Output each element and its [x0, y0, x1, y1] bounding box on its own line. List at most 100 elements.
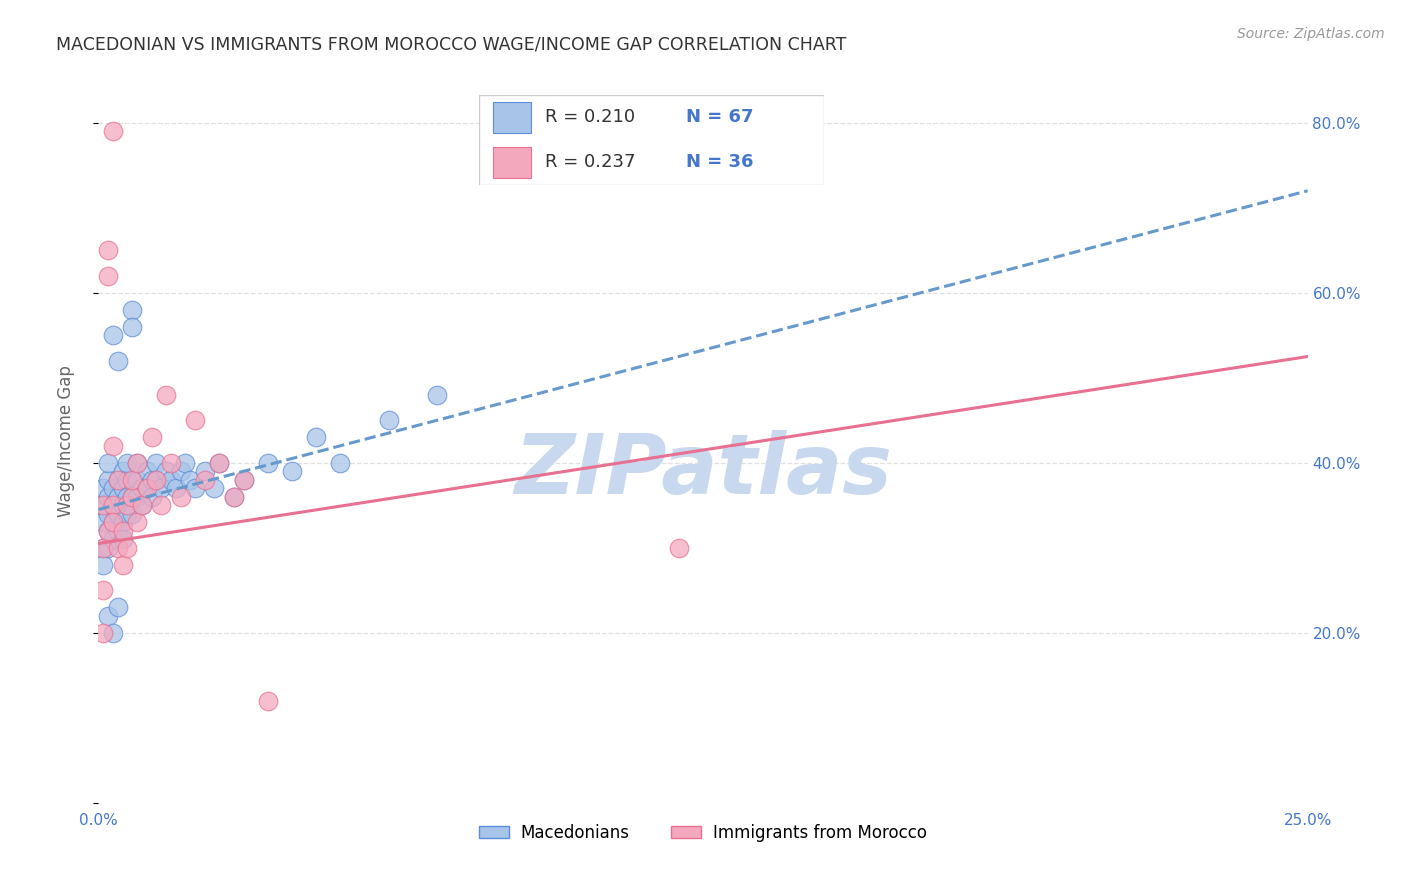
Point	[117, 490, 139, 504]
Point	[208, 456, 231, 470]
Point	[101, 328, 124, 343]
Point	[111, 533, 134, 547]
Point	[107, 473, 129, 487]
Point	[141, 490, 163, 504]
Point	[97, 244, 120, 258]
Point	[121, 302, 143, 317]
Point	[127, 456, 149, 470]
Point	[204, 481, 226, 495]
Point	[145, 473, 167, 487]
Point	[91, 558, 114, 572]
Point	[101, 498, 124, 512]
Point	[256, 456, 278, 470]
Point	[222, 490, 245, 504]
Point	[179, 473, 201, 487]
Point	[127, 490, 149, 504]
Point	[127, 473, 149, 487]
Text: MACEDONIAN VS IMMIGRANTS FROM MOROCCO WAGE/INCOME GAP CORRELATION CHART: MACEDONIAN VS IMMIGRANTS FROM MOROCCO WA…	[56, 36, 846, 54]
Point	[145, 473, 167, 487]
Point	[169, 490, 191, 504]
Point	[91, 516, 114, 530]
Point	[222, 490, 245, 504]
Point	[305, 430, 328, 444]
Point	[101, 516, 124, 530]
Point	[184, 481, 207, 495]
Point	[107, 473, 129, 487]
Point	[135, 464, 157, 478]
Y-axis label: Wage/Income Gap: Wage/Income Gap	[56, 366, 75, 517]
Point	[121, 319, 143, 334]
Point	[101, 481, 124, 495]
Point	[121, 490, 143, 504]
Point	[111, 481, 134, 495]
Text: ZIPatlas: ZIPatlas	[515, 430, 891, 511]
Point	[377, 413, 399, 427]
Point	[155, 464, 177, 478]
Point	[101, 533, 124, 547]
Point	[169, 464, 191, 478]
Point	[111, 558, 134, 572]
Point	[97, 456, 120, 470]
Point	[135, 481, 157, 495]
Point	[232, 473, 254, 487]
Point	[150, 481, 173, 495]
Point	[107, 600, 129, 615]
Point	[232, 473, 254, 487]
Point	[107, 524, 129, 538]
Point	[141, 473, 163, 487]
Point	[91, 498, 114, 512]
Point	[97, 608, 120, 623]
Point	[131, 481, 153, 495]
Point	[194, 464, 217, 478]
Point	[91, 625, 114, 640]
Point	[135, 481, 157, 495]
Point	[97, 524, 120, 538]
Point	[141, 430, 163, 444]
Point	[101, 498, 124, 512]
Point	[668, 541, 690, 555]
Point	[97, 490, 120, 504]
Point	[111, 524, 134, 538]
Point	[174, 456, 197, 470]
Point	[160, 473, 183, 487]
Point	[97, 541, 120, 555]
Point	[117, 541, 139, 555]
Point	[91, 583, 114, 598]
Point	[329, 456, 352, 470]
Point	[91, 541, 114, 555]
Text: Source: ZipAtlas.com: Source: ZipAtlas.com	[1237, 27, 1385, 41]
Point	[107, 507, 129, 521]
Point	[208, 456, 231, 470]
Point	[101, 439, 124, 453]
Point	[101, 124, 124, 138]
Point	[101, 516, 124, 530]
Point	[121, 490, 143, 504]
Point	[117, 507, 139, 521]
Point	[107, 353, 129, 368]
Point	[194, 473, 217, 487]
Point	[111, 516, 134, 530]
Point	[184, 413, 207, 427]
Point	[97, 268, 120, 283]
Point	[117, 456, 139, 470]
Point	[107, 541, 129, 555]
Point	[165, 481, 187, 495]
Point	[111, 498, 134, 512]
Point	[145, 456, 167, 470]
Point	[281, 464, 304, 478]
Point	[117, 473, 139, 487]
Point	[91, 498, 114, 512]
Point	[150, 498, 173, 512]
Point	[256, 694, 278, 708]
Point	[155, 388, 177, 402]
Point	[91, 541, 114, 555]
Point	[97, 507, 120, 521]
Point	[426, 388, 449, 402]
Point	[121, 473, 143, 487]
Point	[127, 456, 149, 470]
Point	[127, 516, 149, 530]
Point	[97, 524, 120, 538]
Point	[160, 456, 183, 470]
Point	[91, 481, 114, 495]
Point	[131, 498, 153, 512]
